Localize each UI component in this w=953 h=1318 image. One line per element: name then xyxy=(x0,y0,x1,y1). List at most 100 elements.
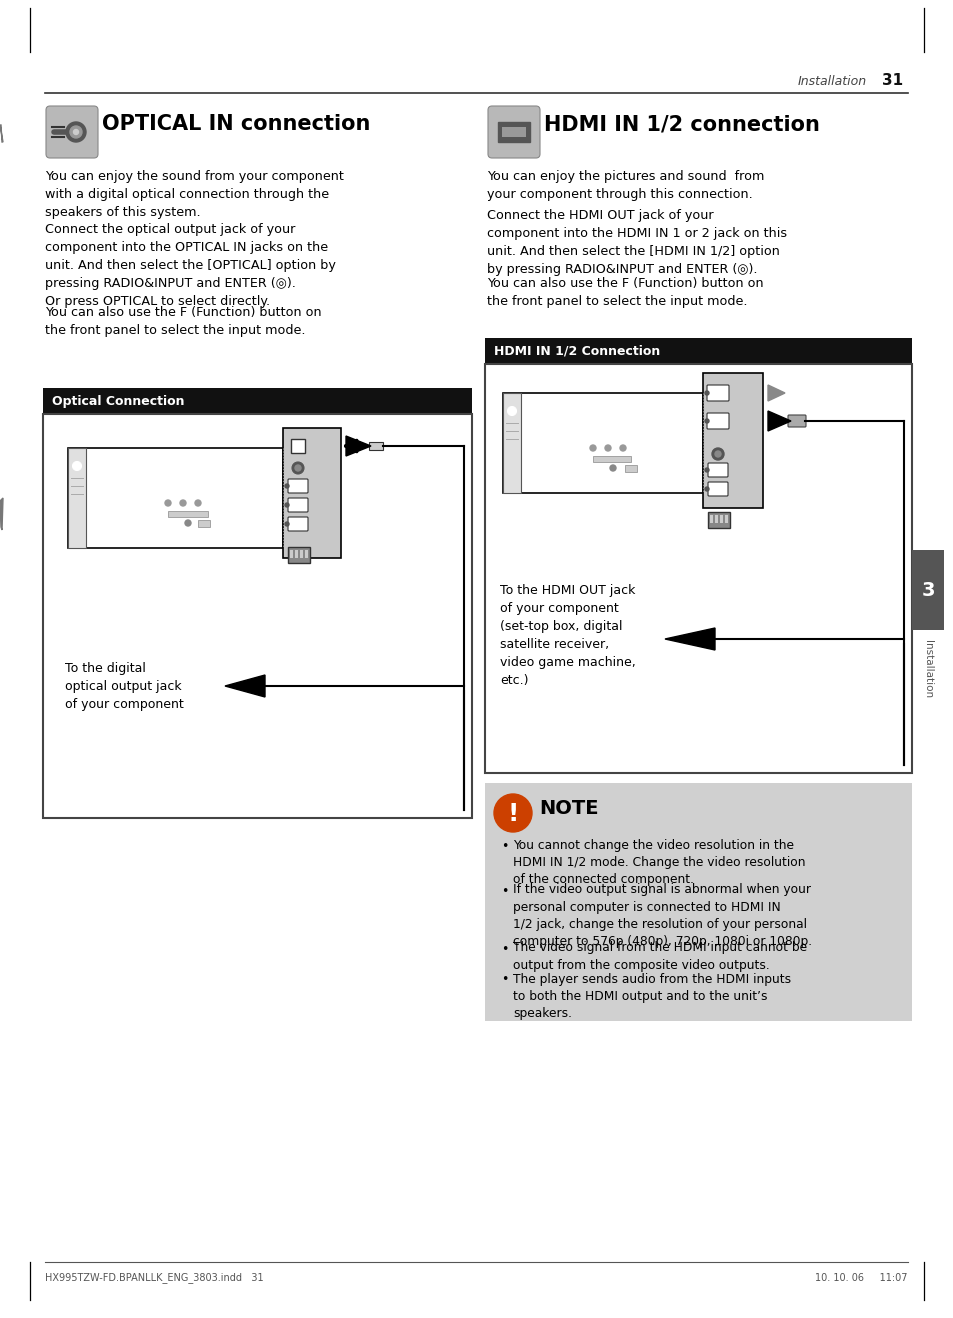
FancyBboxPatch shape xyxy=(911,550,943,630)
Circle shape xyxy=(604,445,610,451)
FancyBboxPatch shape xyxy=(706,385,728,401)
Circle shape xyxy=(285,503,289,507)
FancyBboxPatch shape xyxy=(288,547,310,563)
Circle shape xyxy=(704,468,708,472)
Text: HX995TZW-FD.BPANLLK_ENG_3803.indd   31: HX995TZW-FD.BPANLLK_ENG_3803.indd 31 xyxy=(45,1273,263,1284)
Circle shape xyxy=(285,522,289,526)
Circle shape xyxy=(285,484,289,488)
Polygon shape xyxy=(767,411,790,431)
Circle shape xyxy=(141,476,154,490)
Circle shape xyxy=(185,521,191,526)
Text: Installation: Installation xyxy=(797,75,866,88)
Circle shape xyxy=(294,465,301,471)
Text: You can enjoy the sound from your component
with a digital optical connection th: You can enjoy the sound from your compon… xyxy=(45,170,343,219)
Text: •: • xyxy=(500,942,508,956)
Circle shape xyxy=(704,486,708,492)
Polygon shape xyxy=(664,627,714,650)
FancyBboxPatch shape xyxy=(488,105,539,158)
Text: To the digital
optical output jack
of your component: To the digital optical output jack of yo… xyxy=(65,662,184,710)
Circle shape xyxy=(609,465,616,471)
Polygon shape xyxy=(0,125,3,142)
Text: Optical Connection: Optical Connection xyxy=(52,394,184,407)
Circle shape xyxy=(714,451,720,457)
FancyBboxPatch shape xyxy=(484,364,911,772)
Text: HDMI IN 1/2 Connection: HDMI IN 1/2 Connection xyxy=(494,344,659,357)
Text: 31: 31 xyxy=(881,72,902,88)
Bar xyxy=(291,439,305,453)
Circle shape xyxy=(507,406,516,415)
Text: 10. 10. 06     11:07: 10. 10. 06 11:07 xyxy=(815,1273,907,1282)
Text: The player sends audio from the HDMI inputs
to both the HDMI output and to the u: The player sends audio from the HDMI inp… xyxy=(513,973,790,1020)
FancyBboxPatch shape xyxy=(43,387,472,414)
Text: Connect the optical output jack of your
component into the OPTICAL IN jacks on t: Connect the optical output jack of your … xyxy=(45,224,335,308)
FancyBboxPatch shape xyxy=(706,413,728,428)
Bar xyxy=(305,550,308,558)
Circle shape xyxy=(640,420,655,435)
Bar xyxy=(299,550,303,558)
Circle shape xyxy=(73,129,78,134)
Bar xyxy=(294,550,297,558)
FancyBboxPatch shape xyxy=(707,482,727,496)
Circle shape xyxy=(70,127,82,138)
Text: You can also use the F (Function) button on
the front panel to select the input : You can also use the F (Function) button… xyxy=(486,277,762,308)
Circle shape xyxy=(704,391,708,395)
Polygon shape xyxy=(225,675,265,697)
FancyBboxPatch shape xyxy=(288,498,308,511)
Text: 3: 3 xyxy=(921,580,934,600)
Bar xyxy=(593,456,630,463)
Text: •: • xyxy=(500,974,508,986)
Bar xyxy=(198,521,210,527)
FancyBboxPatch shape xyxy=(288,478,308,493)
Bar xyxy=(702,373,762,507)
Circle shape xyxy=(619,445,625,451)
FancyBboxPatch shape xyxy=(43,414,472,818)
Circle shape xyxy=(494,793,532,832)
FancyBboxPatch shape xyxy=(484,783,911,1021)
Circle shape xyxy=(704,419,708,423)
FancyBboxPatch shape xyxy=(707,511,729,529)
Bar xyxy=(709,515,712,523)
Polygon shape xyxy=(0,498,3,530)
Bar xyxy=(283,428,340,558)
Circle shape xyxy=(589,445,596,451)
Text: If the video output signal is abnormal when your
personal computer is connected : If the video output signal is abnormal w… xyxy=(513,883,811,948)
Text: •: • xyxy=(500,840,508,853)
Text: !: ! xyxy=(507,801,518,826)
Bar xyxy=(720,515,722,523)
Text: To the HDMI OUT jack
of your component
(set-top box, digital
satellite receiver,: To the HDMI OUT jack of your component (… xyxy=(499,584,635,687)
Bar xyxy=(68,448,283,548)
Bar xyxy=(624,465,637,472)
Circle shape xyxy=(292,463,304,474)
Bar xyxy=(714,515,718,523)
Bar xyxy=(724,515,727,523)
Circle shape xyxy=(565,420,579,435)
Circle shape xyxy=(711,448,723,460)
Bar xyxy=(290,550,293,558)
FancyBboxPatch shape xyxy=(484,337,911,364)
Circle shape xyxy=(194,500,201,506)
Text: The video signal from the HDMI input cannot be
output from the composite video o: The video signal from the HDMI input can… xyxy=(513,941,806,971)
Text: You can enjoy the pictures and sound  from
your component through this connectio: You can enjoy the pictures and sound fro… xyxy=(486,170,763,202)
Polygon shape xyxy=(346,436,371,456)
Text: You can also use the F (Function) button on
the front panel to select the input : You can also use the F (Function) button… xyxy=(45,306,321,337)
Bar xyxy=(501,127,525,137)
FancyBboxPatch shape xyxy=(288,517,308,531)
Circle shape xyxy=(139,519,147,527)
Text: Installation: Installation xyxy=(923,641,932,699)
Bar xyxy=(168,511,208,517)
Text: OPTICAL IN connection: OPTICAL IN connection xyxy=(102,113,370,134)
Text: NOTE: NOTE xyxy=(538,799,598,818)
Polygon shape xyxy=(497,123,530,142)
Circle shape xyxy=(215,476,230,490)
Circle shape xyxy=(180,500,186,506)
Text: You cannot change the video resolution in the
HDMI IN 1/2 mode. Change the video: You cannot change the video resolution i… xyxy=(513,840,804,887)
FancyBboxPatch shape xyxy=(787,415,805,427)
Bar xyxy=(502,393,520,493)
Circle shape xyxy=(66,123,86,142)
Circle shape xyxy=(165,500,171,506)
Bar xyxy=(68,448,86,548)
Circle shape xyxy=(72,461,81,471)
FancyBboxPatch shape xyxy=(707,463,727,477)
Bar xyxy=(502,393,702,493)
FancyBboxPatch shape xyxy=(46,105,98,158)
